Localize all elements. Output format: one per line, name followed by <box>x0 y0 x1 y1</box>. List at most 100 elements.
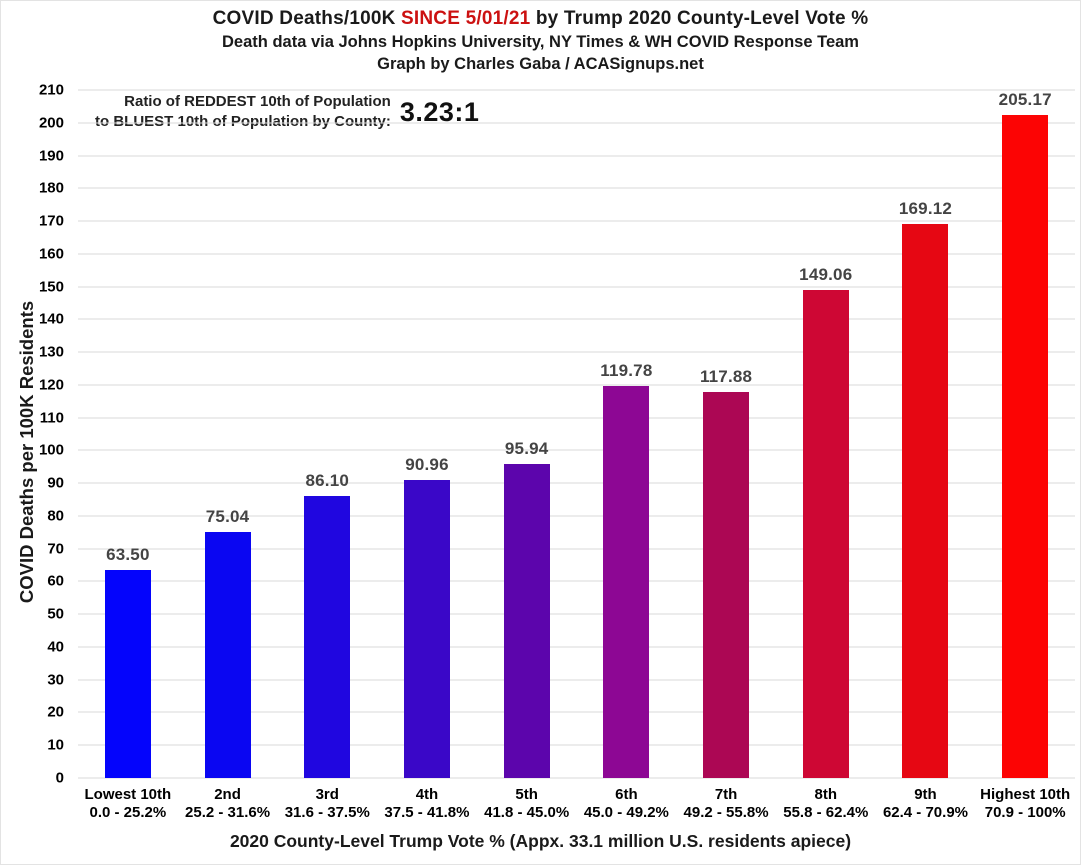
bar-slot: 119.78 <box>577 90 677 778</box>
bar-slot: 90.96 <box>377 90 477 778</box>
chart-subtitle-credit: Graph by Charles Gaba / ACASignups.net <box>377 55 704 73</box>
gridline <box>78 580 1075 582</box>
x-axis-labels: Lowest 10th 0.0 - 25.2% 2nd 25.2 - 31.6% 3rd… <box>78 786 1075 822</box>
x-category-label: 3rd 31.6 - 37.5% <box>277 786 377 822</box>
x-category-range: 55.8 - 62.4% <box>783 804 869 821</box>
bar <box>503 463 550 778</box>
bar <box>304 495 351 778</box>
y-tick-label: 60 <box>47 572 64 590</box>
bar-slot: 169.12 <box>876 90 976 778</box>
bar <box>1002 115 1049 778</box>
gridline <box>78 777 1075 779</box>
y-tick-label: 20 <box>47 703 64 721</box>
y-tick-label: 30 <box>47 671 64 689</box>
y-tick-label: 130 <box>38 343 64 361</box>
x-category-name: Highest 10th <box>980 786 1071 803</box>
chart-title: COVID Deaths/100K SINCE 5/01/21 by Trump… <box>0 8 1081 30</box>
bar <box>902 223 949 778</box>
bar-slot: 117.88 <box>676 90 776 778</box>
y-axis-ticks: 0 10 20 30 40 50 60 70 80 90 100 110 120 130 140 150 160… <box>0 82 70 787</box>
ratio-annotation-text: Ratio of REDDEST 10th of Population to B… <box>95 92 391 133</box>
x-category-name: Lowest 10th <box>84 786 172 803</box>
gridline <box>78 187 1075 189</box>
gridline <box>78 548 1075 550</box>
bar-slot: 149.06 <box>776 90 876 778</box>
x-category-name: 6th <box>615 786 638 803</box>
x-category-label: 5th 41.8 - 45.0% <box>477 786 577 822</box>
chart-titles: COVID Deaths/100K SINCE 5/01/21 by Trump… <box>0 8 1081 74</box>
x-category-label: Lowest 10th 0.0 - 25.2% <box>78 786 178 822</box>
x-category-name: 2nd <box>214 786 241 803</box>
x-category-label: 7th 49.2 - 55.8% <box>676 786 776 822</box>
gridline <box>78 646 1075 648</box>
gridline <box>78 711 1075 713</box>
gridline <box>78 515 1075 517</box>
bar-slot: 86.10 <box>277 90 377 778</box>
gridline <box>78 384 1075 386</box>
bars-container: 63.50 75.04 86.10 90.96 95.94 119.78 117.88 149… <box>78 90 1075 778</box>
gridline <box>78 482 1075 484</box>
bar-value-label: 75.04 <box>205 507 250 527</box>
gridline <box>78 155 1075 157</box>
gridline <box>78 679 1075 681</box>
bar-value-label: 117.88 <box>699 366 753 386</box>
bar-value-label: 119.78 <box>600 360 653 380</box>
plot-area: 63.50 75.04 86.10 90.96 95.94 119.78 117.88 149… <box>78 89 1075 779</box>
x-category-name: 4th <box>415 786 439 803</box>
ratio-annotation-line1: Ratio of REDDEST 10th of Population <box>124 93 391 110</box>
x-category-range: 62.4 - 70.9% <box>882 804 968 821</box>
bar <box>703 391 750 778</box>
x-category-range: 49.2 - 55.8% <box>683 804 769 821</box>
x-category-range: 37.5 - 41.8% <box>384 804 470 821</box>
chart-title-suffix: by Trump 2020 County-Level Vote % <box>530 8 869 29</box>
bar-value-label: 63.50 <box>106 544 150 564</box>
gridline <box>78 449 1075 451</box>
x-category-label: 6th 45.0 - 49.2% <box>577 786 677 822</box>
x-category-range: 0.0 - 25.2% <box>89 804 167 821</box>
y-tick-label: 180 <box>38 179 64 197</box>
x-category-label: Highest 10th 70.9 - 100% <box>975 786 1075 822</box>
gridline <box>78 253 1075 255</box>
gridline <box>78 351 1075 353</box>
gridline <box>78 613 1075 615</box>
y-tick-label: 0 <box>55 769 64 787</box>
gridline <box>78 89 1075 91</box>
bar-slot: 75.04 <box>178 90 278 778</box>
ratio-annotation: Ratio of REDDEST 10th of Population to B… <box>95 92 479 133</box>
bar-value-label: 149.06 <box>799 264 853 284</box>
y-tick-label: 50 <box>47 605 64 623</box>
y-tick-label: 210 <box>38 81 64 99</box>
x-category-range: 70.9 - 100% <box>984 804 1066 821</box>
x-category-name: 5th <box>515 786 538 803</box>
y-tick-label: 10 <box>47 736 64 754</box>
y-tick-label: 40 <box>47 638 64 656</box>
x-category-name: 8th <box>814 786 838 803</box>
y-tick-label: 160 <box>38 245 64 263</box>
bar <box>403 480 450 778</box>
gridline <box>78 744 1075 746</box>
gridline <box>78 318 1075 320</box>
y-tick-label: 200 <box>38 114 64 132</box>
bar-value-label: 95.94 <box>504 438 549 458</box>
x-category-label: 8th 55.8 - 62.4% <box>776 786 876 822</box>
bar-slot: 205.17 <box>975 90 1075 778</box>
x-category-range: 41.8 - 45.0% <box>484 804 570 821</box>
x-category-name: 3rd <box>315 786 339 803</box>
y-tick-label: 70 <box>47 540 64 558</box>
chart-title-prefix: COVID Deaths/100K <box>212 8 402 29</box>
y-tick-label: 80 <box>47 507 64 525</box>
bar-slot: 63.50 <box>78 90 178 778</box>
bar <box>802 289 849 778</box>
chart-subtitle-source: Death data via Johns Hopkins University,… <box>222 33 859 51</box>
gridline <box>78 220 1075 222</box>
y-tick-label: 140 <box>38 310 64 328</box>
x-category-name: 9th <box>914 786 937 803</box>
bar-value-label: 90.96 <box>405 455 449 474</box>
bar-value-label: 169.12 <box>898 198 953 218</box>
y-tick-label: 120 <box>38 376 64 394</box>
x-category-range: 31.6 - 37.5% <box>284 804 370 821</box>
bar <box>204 532 251 778</box>
bar-value-label: 86.10 <box>305 470 350 490</box>
chart-title-highlight: SINCE 5/01/21 <box>401 8 531 29</box>
